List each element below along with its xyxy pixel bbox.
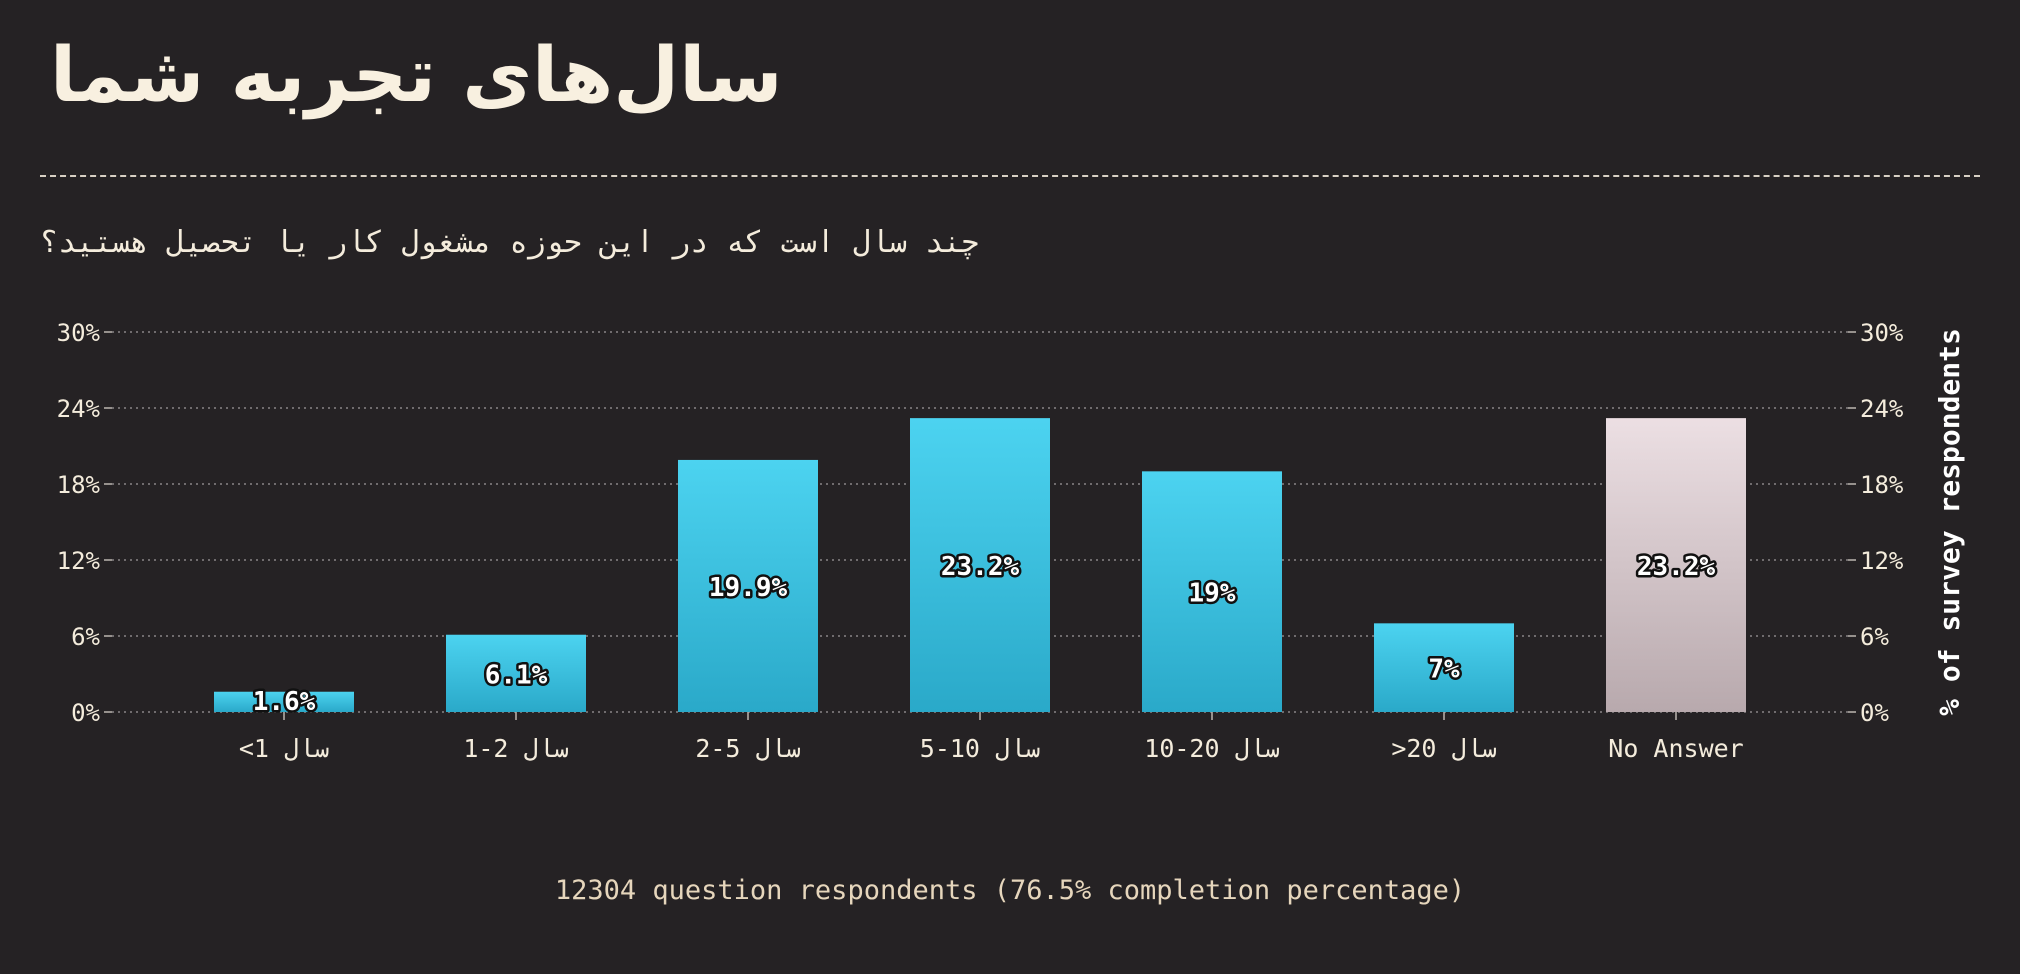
data-label: 19% (1189, 579, 1236, 609)
y-tick-label-left: 0% (71, 699, 100, 727)
x-tick-label: 5-10 سال (920, 734, 1040, 763)
data-label: 19.9% (709, 573, 788, 603)
gridlines (112, 331, 1848, 713)
x-tick-label: 2-5 سال (695, 734, 800, 763)
respondents-footer: 12304 question respondents (76.5% comple… (554, 875, 1466, 906)
y-tick-label-right: 6% (1860, 623, 1889, 651)
bars (214, 418, 1746, 712)
data-label: 23.2% (941, 552, 1020, 582)
y-tick-label-left: 6% (71, 623, 100, 651)
data-label: 7% (1428, 655, 1460, 685)
bar-no-answer (1606, 418, 1746, 712)
bar (446, 634, 586, 712)
x-tick-label: 10-20 سال (1144, 734, 1279, 763)
y-tick-label-right: 0% (1860, 699, 1889, 727)
bar (910, 418, 1050, 712)
value-labels: 1.6%6.1%19.9%23.2%19%7%23.2% (250, 550, 1718, 720)
data-label: 6.1% (485, 660, 548, 690)
y-tick-label-right: 18% (1860, 471, 1904, 499)
y-axis-label: % of survey respondents (1933, 328, 1966, 716)
y-tick-label-left: 18% (57, 471, 101, 499)
y-tick-label-right: 30% (1860, 319, 1904, 347)
x-tick-label: >20 سال (1391, 734, 1496, 763)
y-tick-label-left: 12% (57, 547, 101, 575)
y-tick-label-right: 24% (1860, 395, 1904, 423)
bar (1374, 623, 1514, 712)
x-tick-label: 1-2 سال (463, 734, 568, 763)
chart-subtitle: چند سال است که در این حوزه مشغول کار یا … (40, 225, 980, 260)
y-tick-label-right: 12% (1860, 547, 1904, 575)
y-tick-label-left: 30% (57, 319, 101, 347)
data-label: 23.2% (1637, 552, 1716, 582)
y-tick-label-left: 24% (57, 395, 101, 423)
x-tick-label: <1 سال (239, 734, 329, 763)
title-divider (40, 175, 1980, 177)
axes: 0% 0% 6% 6% 12% 12% 18% 18% 24% 24% 30% 30% % of sur… (57, 319, 1966, 763)
chart-title: سال‌های تجربه شما (50, 30, 783, 119)
x-tick-label: No Answer (1608, 734, 1743, 763)
bar (678, 459, 818, 712)
bar (1142, 471, 1282, 712)
bar (214, 691, 354, 712)
